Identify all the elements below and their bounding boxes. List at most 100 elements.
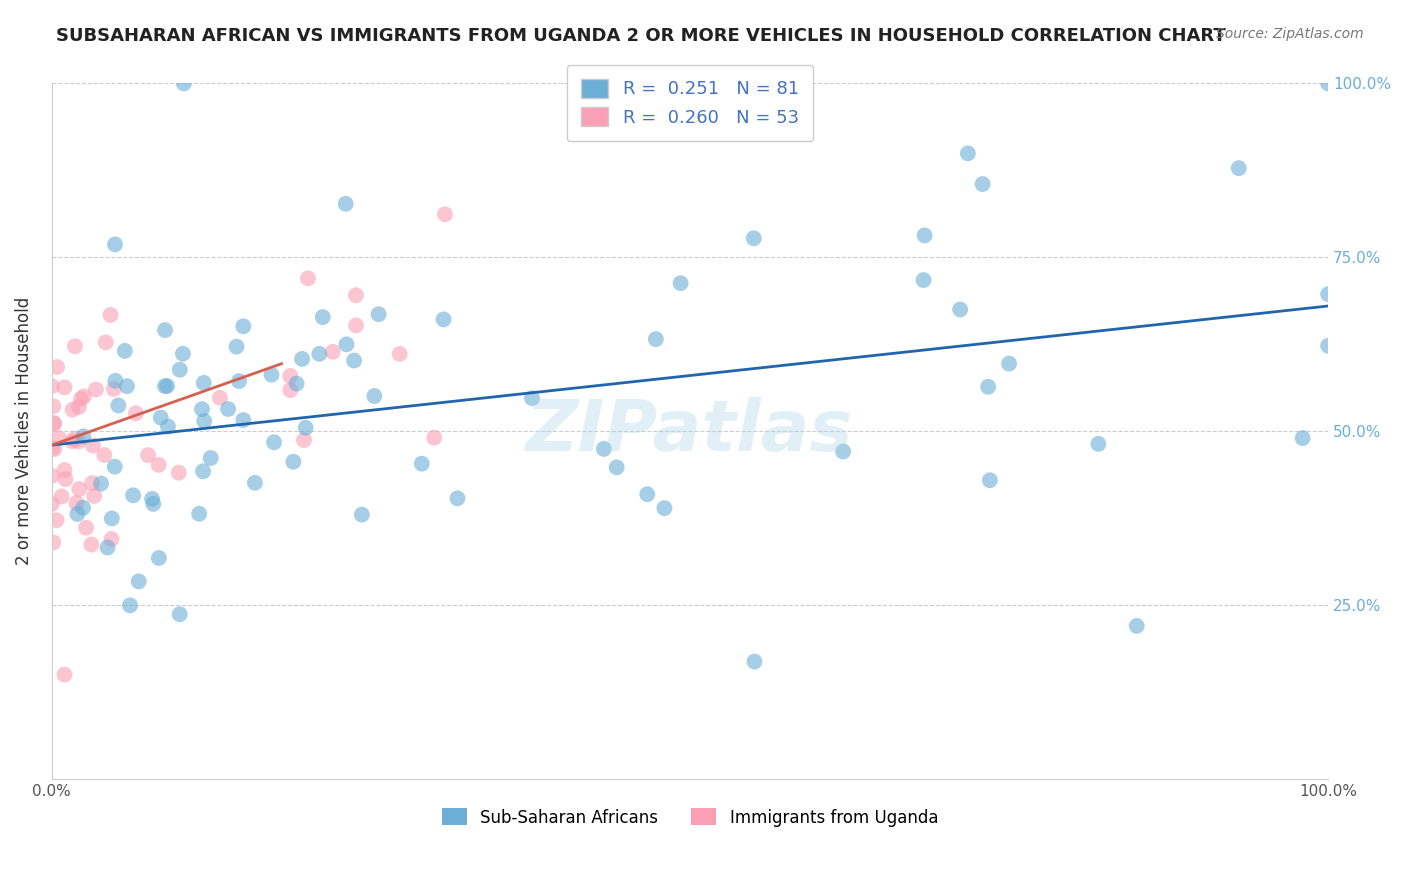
Point (67, 400, 90, 414)
Point (63, 339, 86, 353)
Point (73, 389, 96, 403)
Point (193, 376, 215, 390)
Point (232, 319, 254, 334)
Point (283, 455, 305, 469)
Point (153, 323, 176, 337)
Point (72, 500, 94, 515)
Point (42, 417, 65, 431)
Point (654, 501, 676, 516)
Point (308, 347, 330, 361)
Point (350, 508, 373, 522)
Point (60, 434, 83, 449)
Point (956, 146, 979, 161)
Point (44, 442, 66, 457)
Point (42, 535, 65, 549)
Point (84, 383, 107, 397)
Point (115, 379, 138, 393)
Point (173, 77, 195, 91)
Point (118, 599, 141, 613)
Point (292, 433, 315, 447)
Point (100, 532, 122, 546)
Point (344, 288, 367, 302)
Point (1227, 161, 1250, 175)
Point (149, 410, 172, 425)
Point (42, 416, 65, 430)
Point (104, 374, 127, 388)
Point (998, 357, 1021, 371)
Point (67, 434, 90, 449)
Point (41, 441, 63, 455)
Point (972, 177, 994, 191)
Point (191, 402, 214, 417)
Point (46, 359, 69, 374)
Point (294, 421, 316, 435)
Y-axis label: 2 or more Vehicles in Household: 2 or more Vehicles in Household (15, 297, 32, 566)
Point (65, 496, 87, 510)
Text: Source: ZipAtlas.com: Source: ZipAtlas.com (1216, 27, 1364, 41)
Point (243, 475, 266, 490)
Point (63, 432, 86, 446)
Point (41, 468, 63, 483)
Point (104, 237, 127, 252)
Point (188, 507, 211, 521)
Point (423, 431, 446, 445)
Point (912, 273, 935, 287)
Point (1317, 339, 1340, 353)
Point (104, 459, 127, 474)
Point (122, 488, 145, 502)
Point (278, 368, 301, 383)
Point (260, 368, 283, 382)
Point (411, 457, 433, 471)
Point (742, 231, 765, 245)
Point (96, 541, 118, 555)
Point (1317, 287, 1340, 301)
Point (55, 472, 77, 486)
Point (322, 344, 344, 359)
Point (93, 448, 115, 462)
Point (169, 362, 191, 376)
Point (90, 476, 112, 491)
Point (433, 207, 456, 221)
Point (343, 353, 366, 368)
Point (148, 458, 170, 472)
Text: SUBSAHARAN AFRICAN VS IMMIGRANTS FROM UGANDA 2 OR MORE VEHICLES IN HOUSEHOLD COR: SUBSAHARAN AFRICAN VS IMMIGRANTS FROM UG… (56, 27, 1226, 45)
Point (94, 335, 117, 350)
Point (153, 379, 176, 393)
Point (72, 429, 94, 443)
Point (344, 318, 367, 333)
Point (125, 406, 148, 420)
Point (62, 402, 84, 417)
Point (949, 302, 972, 317)
Point (66, 507, 89, 521)
Point (979, 473, 1001, 487)
Point (70, 392, 93, 406)
Point (67, 482, 90, 496)
Point (103, 382, 125, 396)
Point (156, 379, 179, 393)
Point (48, 431, 70, 445)
Point (100, 308, 122, 322)
Point (606, 460, 628, 475)
Point (42, 400, 65, 414)
Point (285, 376, 308, 391)
Point (225, 340, 247, 354)
Point (75, 521, 97, 535)
Point (335, 196, 357, 211)
Point (388, 347, 411, 361)
Point (977, 380, 1000, 394)
Legend: Sub-Saharan Africans, Immigrants from Uganda: Sub-Saharan Africans, Immigrants from Ug… (434, 802, 945, 833)
Point (167, 466, 190, 480)
Point (208, 391, 231, 405)
Point (217, 402, 239, 417)
Point (83, 489, 105, 503)
Point (172, 347, 194, 361)
Point (148, 551, 170, 566)
Point (100, 511, 122, 525)
Point (53, 380, 76, 394)
Point (1317, 77, 1340, 91)
Point (1125, 619, 1147, 633)
Point (191, 464, 214, 478)
Point (644, 332, 666, 346)
Point (335, 337, 357, 351)
Point (592, 442, 614, 456)
